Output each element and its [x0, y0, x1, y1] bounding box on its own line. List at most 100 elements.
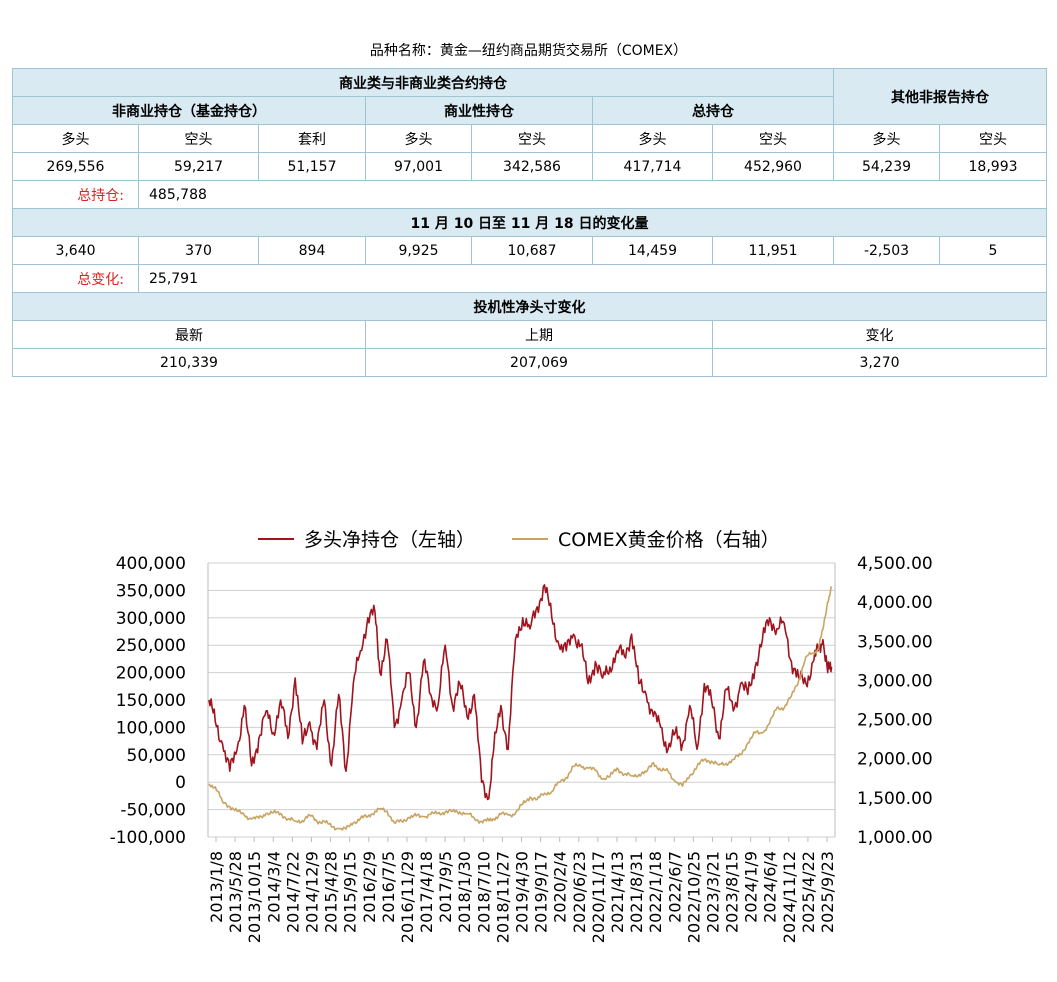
- right-axis-tick-label: 4,500.00: [857, 554, 933, 574]
- sub-header-cell: 空头: [711, 124, 835, 153]
- position-cell: 51,157: [258, 152, 366, 181]
- change-cell: 14,459: [592, 236, 713, 265]
- x-axis-tick-label: 2014/12/9: [302, 851, 321, 933]
- legend-label-price: COMEX黄金价格（右轴）: [558, 529, 780, 551]
- x-axis-tick-label: 2015/9/15: [341, 851, 360, 933]
- left-axis-tick-label: 50,000: [127, 746, 186, 766]
- gold-price-series-line: [208, 586, 833, 831]
- change-cell: 11,951: [711, 236, 835, 265]
- left-axis-tick-label: 150,000: [116, 691, 186, 711]
- x-axis-tick-label: 2021/4/13: [608, 851, 627, 933]
- x-axis-tick-label: 2025/9/23: [818, 851, 837, 933]
- position-cell: 18,993: [939, 152, 1048, 181]
- spec-value-latest: 210,339: [12, 348, 366, 377]
- x-axis-tick-label: 2014/7/22: [283, 851, 302, 933]
- sub-header-cell: 空头: [471, 124, 593, 153]
- cot-position-table: 商业类与非商业类合约持仓 其他非报告持仓 非商业持仓（基金持仓） 商业性持仓 总…: [11, 68, 1048, 377]
- changes-row: 3,640 370 894 9,925 10,687 14,459 11,951…: [12, 236, 1048, 265]
- positions-row: 269,556 59,217 51,157 97,001 342,586 417…: [12, 152, 1048, 181]
- noncommercial-header: 非商业持仓（基金持仓）: [12, 96, 366, 125]
- position-cell: 97,001: [365, 152, 472, 181]
- total-oi-row: 总持仓: 485,788: [12, 180, 1048, 209]
- x-axis-tick-label: 2022/10/25: [684, 851, 703, 943]
- spec-label-latest: 最新: [12, 320, 366, 349]
- sub-header-row: 多头 空头 套利 多头 空头 多头 空头 多头 空头: [12, 124, 1048, 153]
- position-cell: 269,556: [12, 152, 139, 181]
- x-axis-tick-label: 2024/6/4: [761, 851, 780, 923]
- x-axis-tick-label: 2018/11/27: [493, 851, 512, 943]
- right-axis-tick-label: 4,000.00: [857, 593, 933, 613]
- position-cell: 54,239: [833, 152, 941, 181]
- sub-header-cell: 多头: [365, 124, 472, 153]
- legend-swatch-net-long: [258, 537, 294, 540]
- x-axis-tick-label: 2023/8/15: [723, 851, 742, 933]
- spec-label-previous: 上期: [365, 320, 713, 349]
- right-axis-tick-label: 3,000.00: [857, 671, 933, 691]
- change-cell: 10,687: [471, 236, 593, 265]
- sub-header-cell: 空头: [939, 124, 1048, 153]
- total-header: 总持仓: [591, 96, 835, 125]
- x-axis-tick-label: 2022/6/7: [665, 851, 684, 923]
- right-axis-tick-label: 2,000.00: [857, 750, 933, 770]
- legend-label-net-long: 多头净持仓（左轴）: [304, 529, 476, 551]
- net-long-vs-price-chart: 多头净持仓（左轴） COMEX黄金价格（右轴） 400,000 350,000 30…: [0, 505, 1057, 975]
- left-axis-tick-label: 0: [175, 773, 186, 793]
- spec-value-previous: 207,069: [365, 348, 713, 377]
- other-nonreportable-header: 其他非报告持仓: [833, 68, 1048, 125]
- left-axis-tick-label: -50,000: [120, 801, 186, 821]
- x-axis-tick-label: 2024/1/9: [742, 851, 761, 923]
- x-axis-tick-label: 2017/9/5: [436, 851, 455, 923]
- left-axis-tick-label: -100,000: [110, 828, 186, 848]
- total-change-row: 总变化: 25,791: [12, 264, 1048, 293]
- position-cell: 417,714: [592, 152, 713, 181]
- change-cell: -2,503: [833, 236, 941, 265]
- x-axis-tick-label: 2016/7/5: [379, 851, 398, 923]
- x-axis-tick-label: 2014/3/4: [264, 851, 283, 923]
- x-axis-tick-label: 2017/4/18: [417, 851, 436, 933]
- x-axis-tick-label: 2019/9/17: [532, 851, 551, 933]
- left-axis-tick-label: 200,000: [116, 664, 186, 684]
- left-axis-tick-label: 350,000: [116, 581, 186, 601]
- x-axis-tick-label: 2020/2/4: [551, 851, 570, 923]
- spec-net-header: 投机性净头寸变化: [11, 292, 1048, 321]
- right-axis-tick-label: 1,000.00: [857, 828, 933, 848]
- x-axis-tick-label: 2020/11/17: [589, 851, 608, 943]
- sub-header-cell: 空头: [138, 124, 259, 153]
- sub-header-cell: 套利: [258, 124, 366, 153]
- change-cell: 5: [939, 236, 1048, 265]
- sub-header-cell: 多头: [592, 124, 713, 153]
- legend-item-price: COMEX黄金价格（右轴）: [512, 525, 780, 552]
- position-cell: 452,960: [711, 152, 835, 181]
- x-axis-tick-label: 2013/5/28: [226, 851, 245, 933]
- x-axis-tick-label: 2025/4/22: [799, 851, 818, 933]
- total-oi-label: 总持仓:: [12, 180, 139, 209]
- change-cell: 9,925: [365, 236, 472, 265]
- commercial-header: 商业性持仓: [365, 96, 593, 125]
- x-axis-tick-label: 2023/3/21: [703, 851, 722, 933]
- change-cell: 370: [138, 236, 259, 265]
- legend-swatch-price: [512, 537, 548, 540]
- legend-item-net-long: 多头净持仓（左轴）: [258, 525, 475, 552]
- x-axis-tick-label: 2019/4/30: [513, 851, 532, 933]
- change-cell: 3,640: [12, 236, 139, 265]
- spec-labels-row: 最新 上期 变化: [12, 320, 1048, 349]
- x-axis-tick-label: 2015/4/28: [322, 851, 341, 933]
- x-axis-tick-label: 2024/11/12: [780, 851, 799, 943]
- x-axis-tick-label: 2020/6/23: [570, 851, 589, 933]
- left-axis-tick-label: 100,000: [116, 718, 186, 738]
- spec-label-change: 变化: [711, 320, 1048, 349]
- right-axis-tick-label: 3,500.00: [857, 632, 933, 652]
- x-axis-tick-label: 2022/1/18: [646, 851, 665, 933]
- total-change-value: 25,791: [137, 264, 1048, 293]
- group-header: 商业类与非商业类合约持仓: [11, 68, 835, 97]
- total-change-label: 总变化:: [12, 264, 139, 293]
- x-axis-tick-label: 2016/2/9: [360, 851, 379, 923]
- right-axis-tick-label: 2,500.00: [857, 711, 933, 731]
- x-axis-tick-label: 2018/7/10: [474, 851, 493, 933]
- page-title: 品种名称：黄金—纽约商品期货交易所（COMEX）: [369, 43, 688, 59]
- change-header: 11 月 10 日至 11 月 18 日的变化量: [11, 208, 1048, 237]
- chart-plot: 400,000 350,000 300,000 250,000 200,000 150,0…: [110, 554, 933, 943]
- spec-value-change: 3,270: [711, 348, 1048, 377]
- x-axis-tick-label: 2013/10/15: [245, 851, 264, 943]
- x-axis-tick-label: 2013/1/8: [207, 851, 226, 923]
